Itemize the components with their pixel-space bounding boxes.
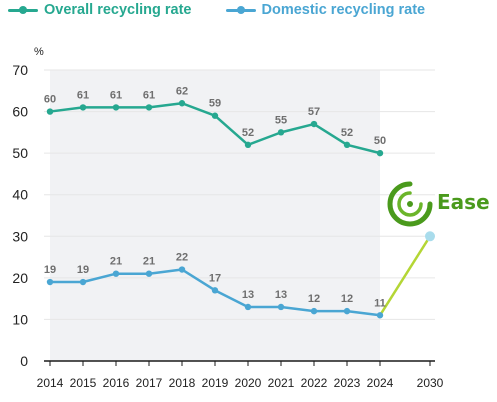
y-tick-label: 10 (12, 311, 28, 327)
data-label-domestic: 13 (275, 289, 287, 301)
data-label-overall: 60 (44, 94, 56, 106)
y-tick-label: 0 (20, 353, 28, 369)
x-tick-label: 2023 (334, 376, 361, 390)
data-label-overall: 61 (110, 89, 122, 101)
data-label-overall: 62 (176, 85, 188, 97)
y-axis-unit: % (34, 46, 44, 58)
data-label-domestic: 22 (176, 252, 188, 264)
data-label-overall: 57 (308, 106, 320, 118)
data-label-domestic: 19 (44, 264, 56, 276)
data-point-overall (178, 100, 186, 107)
y-tick-label: 60 (12, 104, 28, 120)
legend: Overall recycling rate Domestic recyclin… (8, 2, 425, 18)
y-tick-label: 40 (12, 187, 28, 203)
y-tick-label: 70 (12, 62, 28, 78)
data-label-domestic: 12 (308, 293, 320, 305)
data-label-overall: 61 (143, 89, 155, 101)
data-label-overall: 50 (374, 135, 386, 147)
x-tick-label: 2022 (301, 376, 328, 390)
domestic-swatch-icon (225, 5, 256, 15)
data-label-domestic: 17 (209, 272, 221, 284)
data-label-domestic: 13 (242, 289, 254, 301)
logo-swirl-icon (387, 181, 433, 227)
y-tick-label: 50 (12, 145, 28, 161)
y-tick-label: 30 (12, 228, 28, 244)
legend-item-domestic: Domestic recycling rate (225, 2, 426, 18)
data-label-domestic: 11 (374, 297, 386, 309)
data-point-domestic (112, 270, 120, 277)
data-point-overall (244, 141, 252, 149)
data-label-domestic: 21 (143, 256, 155, 268)
data-point-domestic (211, 287, 219, 294)
data-point-domestic (376, 312, 384, 319)
x-tick-label: 2015 (70, 376, 97, 390)
data-point-domestic (244, 303, 252, 311)
data-label-overall: 59 (209, 98, 221, 110)
data-point-overall (79, 104, 87, 111)
x-tick-label: 2024 (367, 376, 394, 390)
legend-label-overall: Overall recycling rate (44, 2, 192, 18)
data-point-domestic (343, 307, 351, 315)
data-point-overall (46, 108, 54, 115)
overall-swatch-icon (8, 5, 38, 15)
data-point-overall (112, 104, 120, 111)
data-point-overall (277, 129, 285, 136)
legend-item-overall: Overall recycling rate (8, 2, 192, 18)
legend-label-domestic: Domestic recycling rate (261, 2, 426, 18)
x-tick-label: 2021 (268, 376, 295, 390)
x-tick-label: 2017 (136, 376, 163, 390)
data-label-domestic: 21 (110, 256, 122, 268)
x-tick-label: 2014 (37, 376, 64, 390)
x-tick-label: 2020 (235, 376, 262, 390)
data-point-domestic (145, 270, 153, 277)
y-tick-label: 20 (12, 270, 28, 286)
data-point-overall (310, 120, 318, 128)
target-point (425, 231, 435, 242)
data-point-overall (211, 112, 219, 119)
data-label-domestic: 12 (341, 293, 353, 305)
x-tick-label: 2018 (169, 376, 196, 390)
target-line (378, 235, 432, 316)
x-tick-label: 2019 (202, 376, 229, 390)
data-point-overall (145, 104, 153, 111)
ease-logo: Ease (385, 178, 490, 230)
data-label-overall: 61 (77, 89, 89, 101)
data-point-domestic (178, 266, 186, 273)
data-label-domestic: 19 (77, 264, 89, 276)
logo-text: Ease (437, 190, 490, 214)
data-point-domestic (310, 307, 318, 315)
x-tick-label: 2016 (103, 376, 130, 390)
data-point-domestic (46, 278, 54, 286)
data-label-overall: 52 (341, 127, 353, 139)
x-tick-label: 2030 (417, 376, 444, 390)
data-point-overall (343, 141, 351, 149)
data-point-domestic (79, 278, 87, 286)
data-point-domestic (277, 303, 285, 311)
data-point-overall (376, 149, 384, 157)
data-label-overall: 52 (242, 127, 254, 139)
data-label-overall: 55 (275, 114, 287, 126)
